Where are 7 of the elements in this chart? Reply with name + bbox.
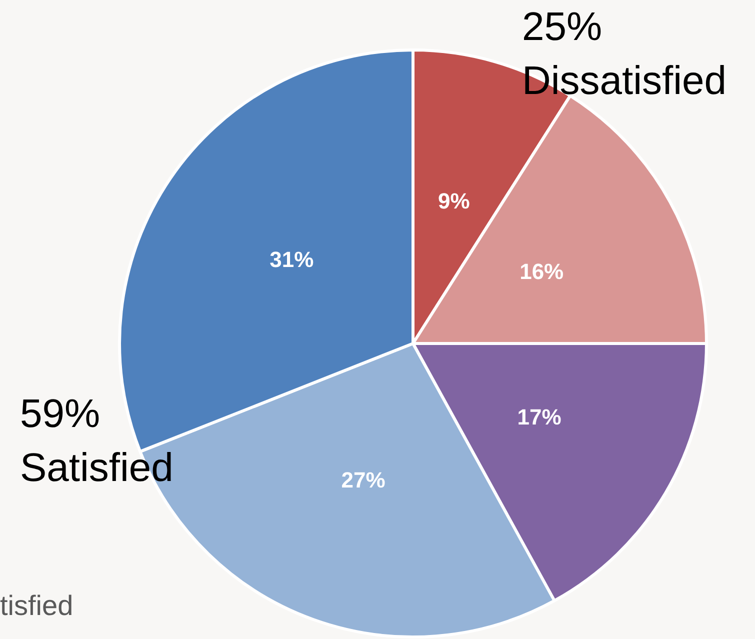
data-label: 27% bbox=[341, 468, 386, 493]
text: 59% Satisfied bbox=[20, 391, 174, 492]
data-label: 31% bbox=[270, 247, 314, 272]
data-label: 9% bbox=[438, 188, 470, 214]
data-label: 16% bbox=[520, 258, 564, 284]
text: tisfied bbox=[0, 590, 74, 622]
data-label: 17% bbox=[517, 404, 562, 430]
